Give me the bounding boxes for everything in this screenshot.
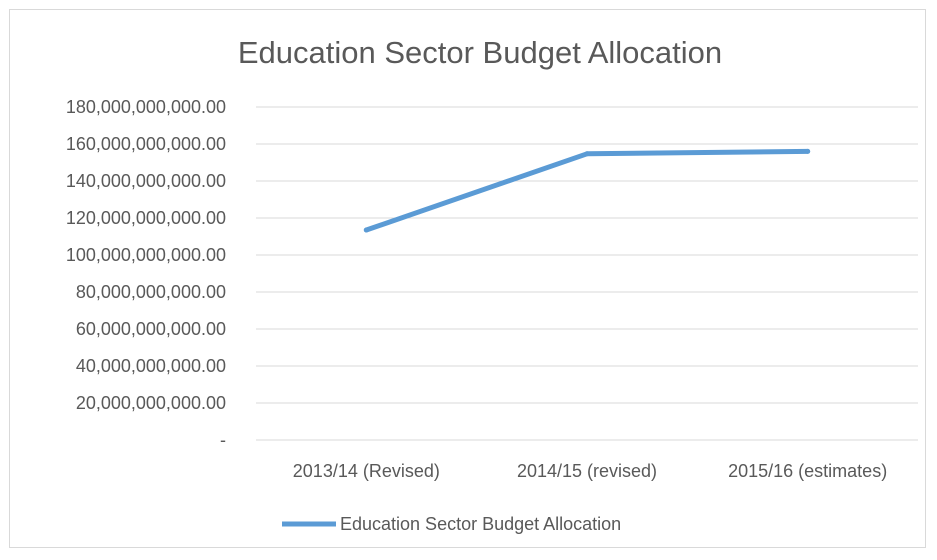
x-axis-ticks: 2013/14 (Revised) 2014/15 (revised) 2015/1… [293, 461, 887, 481]
y-tick-label-9: 180,000,000,000.00 [66, 97, 226, 117]
gridlines [256, 106, 918, 441]
y-axis-ticks: - 20,000,000,000.00 40,000,000,000.00 60,00… [66, 97, 226, 450]
x-tick-label-1: 2014/15 (revised) [517, 461, 657, 481]
y-tick-label-1: 20,000,000,000.00 [76, 393, 226, 413]
y-tick-label-5: 100,000,000,000.00 [66, 245, 226, 265]
y-tick-label-0: - [220, 430, 226, 450]
series-group [363, 148, 811, 233]
y-tick-label-6: 120,000,000,000.00 [66, 208, 226, 228]
y-tick-label-2: 40,000,000,000.00 [76, 356, 226, 376]
x-tick-label-0: 2013/14 (Revised) [293, 461, 440, 481]
data-point-0-1 [584, 151, 590, 157]
y-tick-label-8: 160,000,000,000.00 [66, 134, 226, 154]
legend-label: Education Sector Budget Allocation [340, 514, 621, 534]
chart-title: Education Sector Budget Allocation [238, 35, 722, 70]
x-tick-label-2: 2015/16 (estimates) [728, 461, 887, 481]
y-tick-label-4: 80,000,000,000.00 [76, 282, 226, 302]
chart-frame [9, 9, 926, 548]
y-tick-label-3: 60,000,000,000.00 [76, 319, 226, 339]
data-point-0-2 [805, 148, 811, 154]
y-tick-label-7: 140,000,000,000.00 [66, 171, 226, 191]
data-point-0-0 [363, 227, 369, 233]
legend: Education Sector Budget Allocation [282, 514, 621, 534]
